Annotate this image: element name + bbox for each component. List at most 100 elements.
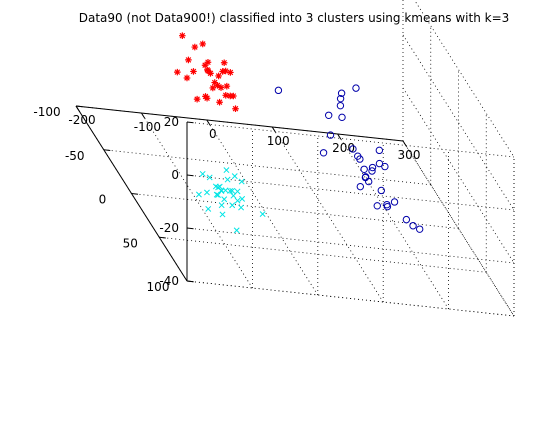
x-tick-label: 0 bbox=[209, 127, 217, 141]
circle-point bbox=[368, 163, 377, 172]
x-tick-label: 100 bbox=[267, 134, 290, 148]
y-tick-mark bbox=[75, 105, 83, 108]
star-point bbox=[217, 84, 225, 91]
star-point bbox=[207, 70, 214, 77]
star-point bbox=[220, 59, 228, 67]
data-points bbox=[174, 32, 424, 234]
star-point bbox=[209, 84, 217, 92]
y-tick-label: -50 bbox=[65, 149, 85, 163]
floor-grid-line bbox=[271, 126, 384, 303]
star-point bbox=[232, 105, 239, 113]
circle-point bbox=[402, 215, 411, 224]
back-wall-grid-line bbox=[186, 121, 515, 158]
star-point bbox=[191, 43, 199, 51]
x-point bbox=[205, 205, 212, 212]
x-point bbox=[259, 211, 266, 218]
x-tick-mark bbox=[75, 105, 80, 112]
circle-point bbox=[381, 162, 389, 171]
z-tick-mark bbox=[186, 174, 194, 177]
y-tick-label: -100 bbox=[33, 105, 60, 119]
star-point bbox=[226, 92, 234, 100]
x-point bbox=[224, 176, 231, 183]
z-tick-label: -20 bbox=[159, 221, 179, 235]
side-wall-grid-line bbox=[402, 87, 515, 264]
circle-point bbox=[375, 159, 384, 168]
star-point bbox=[199, 40, 207, 48]
star-point bbox=[215, 72, 222, 80]
z-tick-mark bbox=[186, 227, 194, 230]
x-point bbox=[206, 174, 213, 181]
circle-point bbox=[336, 101, 345, 110]
circle-point bbox=[274, 86, 283, 95]
floor-grid-line bbox=[131, 193, 459, 229]
circle-point bbox=[373, 202, 381, 210]
circle-point bbox=[337, 89, 346, 97]
star-point bbox=[204, 58, 212, 66]
floor-grid-line bbox=[206, 119, 319, 296]
star-point bbox=[223, 82, 231, 90]
z-tick-mark bbox=[186, 280, 194, 283]
y-tick-mark bbox=[103, 149, 111, 151]
star-point bbox=[185, 56, 192, 64]
circle-point bbox=[377, 186, 385, 195]
x-point bbox=[199, 170, 206, 177]
floor-grid-line bbox=[337, 133, 449, 310]
back-wall-grid-line bbox=[186, 174, 515, 211]
x-tick-label: -100 bbox=[134, 120, 161, 134]
z-tick-label: -40 bbox=[159, 274, 179, 288]
star-point bbox=[193, 95, 201, 103]
x-tick-mark bbox=[402, 140, 407, 147]
y-tick-mark bbox=[159, 236, 166, 239]
star-point bbox=[201, 61, 209, 69]
floor-grid-line bbox=[141, 112, 253, 289]
x-point bbox=[229, 187, 236, 194]
y-tick-label: 50 bbox=[123, 236, 138, 250]
circle-point bbox=[356, 155, 364, 163]
x-point bbox=[216, 183, 223, 190]
circle-point bbox=[352, 84, 360, 92]
circle-point bbox=[364, 177, 373, 186]
x-tick-label: 200 bbox=[332, 141, 355, 155]
y-tick-mark bbox=[131, 193, 139, 195]
circle-point bbox=[356, 182, 365, 191]
x-point bbox=[221, 196, 228, 203]
floor-grid-line bbox=[402, 140, 515, 317]
star-point bbox=[222, 92, 230, 99]
x-point bbox=[218, 202, 225, 209]
circle-point bbox=[326, 131, 335, 139]
circle-point bbox=[375, 146, 384, 155]
circle-point bbox=[383, 202, 392, 211]
x-point bbox=[239, 195, 246, 202]
star-point bbox=[211, 79, 219, 86]
floor-grid-line bbox=[159, 236, 487, 273]
z-tick-mark bbox=[186, 121, 194, 124]
circle-point bbox=[409, 222, 417, 230]
x-point bbox=[233, 227, 240, 234]
side-wall-grid-line bbox=[402, 34, 515, 211]
z-tick-label: 0 bbox=[171, 168, 179, 182]
circle-point bbox=[338, 113, 346, 122]
x-point bbox=[219, 211, 226, 218]
circle-point bbox=[324, 111, 333, 119]
x-point bbox=[230, 192, 237, 199]
x-point bbox=[213, 191, 220, 198]
x-point bbox=[204, 189, 210, 196]
x-tick-label: -200 bbox=[68, 113, 95, 127]
back-wall-grid-line bbox=[186, 227, 515, 264]
x-point bbox=[223, 167, 230, 174]
star-point bbox=[202, 93, 209, 100]
circle-point bbox=[368, 167, 376, 175]
circle-point bbox=[415, 225, 424, 233]
x-tick-mark bbox=[206, 119, 211, 126]
floor-grid-line bbox=[103, 149, 431, 186]
circle-point bbox=[390, 198, 399, 206]
back-wall-grid-line bbox=[186, 280, 515, 317]
x-point bbox=[234, 197, 241, 204]
x-point bbox=[231, 173, 238, 180]
star-point bbox=[216, 98, 223, 106]
star-point bbox=[219, 68, 226, 75]
x-axis-line bbox=[75, 105, 404, 142]
x-point bbox=[229, 202, 236, 209]
